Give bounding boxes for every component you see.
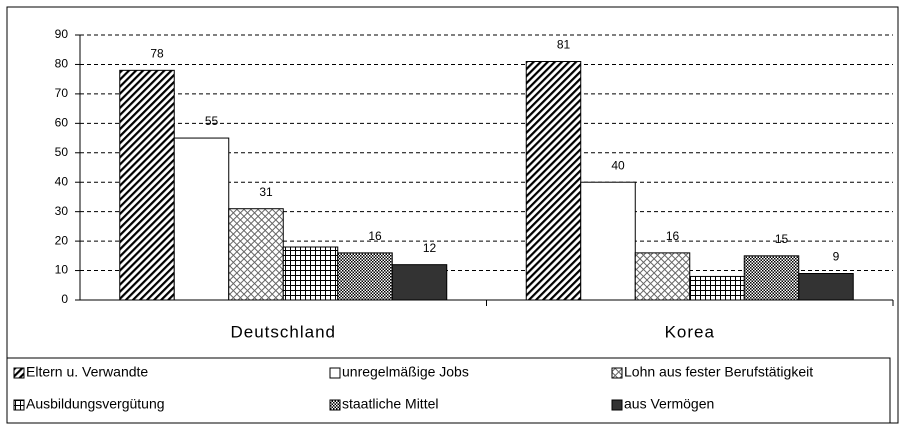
bar [634, 252, 691, 301]
legend-swatch [329, 367, 341, 379]
y-tick-label: 20 [55, 233, 69, 247]
data-label: 81 [557, 38, 571, 52]
legend-swatch [611, 399, 623, 411]
bar [282, 246, 339, 301]
data-label: 78 [150, 47, 164, 61]
bar [228, 208, 284, 301]
y-tick-label: 60 [55, 116, 69, 130]
bar [391, 264, 448, 301]
legend-label: Ausbildungsvergütung [26, 396, 165, 412]
bar [119, 69, 175, 301]
bar [337, 252, 393, 301]
legend-swatch [329, 399, 341, 411]
data-label: 31 [259, 185, 273, 199]
bar [580, 181, 636, 301]
y-tick-label: 0 [61, 292, 68, 306]
x-tick-label: Deutschland [230, 322, 336, 341]
data-label: 9 [833, 250, 840, 264]
legend-swatch [611, 367, 623, 379]
data-label: 40 [611, 158, 625, 172]
y-tick-label: 80 [55, 57, 69, 71]
bar [689, 275, 745, 301]
y-tick-label: 90 [55, 27, 69, 41]
bar [798, 273, 854, 301]
legend-label: unregelmäßige Jobs [342, 364, 469, 380]
y-tick-label: 70 [55, 86, 69, 100]
bar [525, 61, 582, 301]
data-label: 16 [368, 229, 382, 243]
y-tick-label: 10 [55, 263, 69, 277]
x-tick-label: Korea [665, 322, 715, 341]
legend-label: aus Vermögen [624, 396, 714, 412]
y-tick-label: 50 [55, 145, 69, 159]
bar [173, 137, 230, 301]
legend-swatch [13, 399, 25, 411]
legend-label: staatliche Mittel [342, 396, 438, 412]
data-label: 16 [666, 229, 680, 243]
legend-swatch [13, 367, 25, 379]
bar [743, 255, 800, 301]
data-label: 12 [423, 241, 437, 255]
y-tick-label: 30 [55, 204, 69, 218]
data-label: 15 [775, 232, 789, 246]
y-tick-label: 40 [55, 174, 69, 188]
data-label: 55 [205, 114, 219, 128]
legend-border [6, 357, 891, 424]
legend-label: Eltern u. Verwandte [26, 364, 148, 380]
legend-label: Lohn aus fester Berufstätigkeit [624, 364, 813, 380]
